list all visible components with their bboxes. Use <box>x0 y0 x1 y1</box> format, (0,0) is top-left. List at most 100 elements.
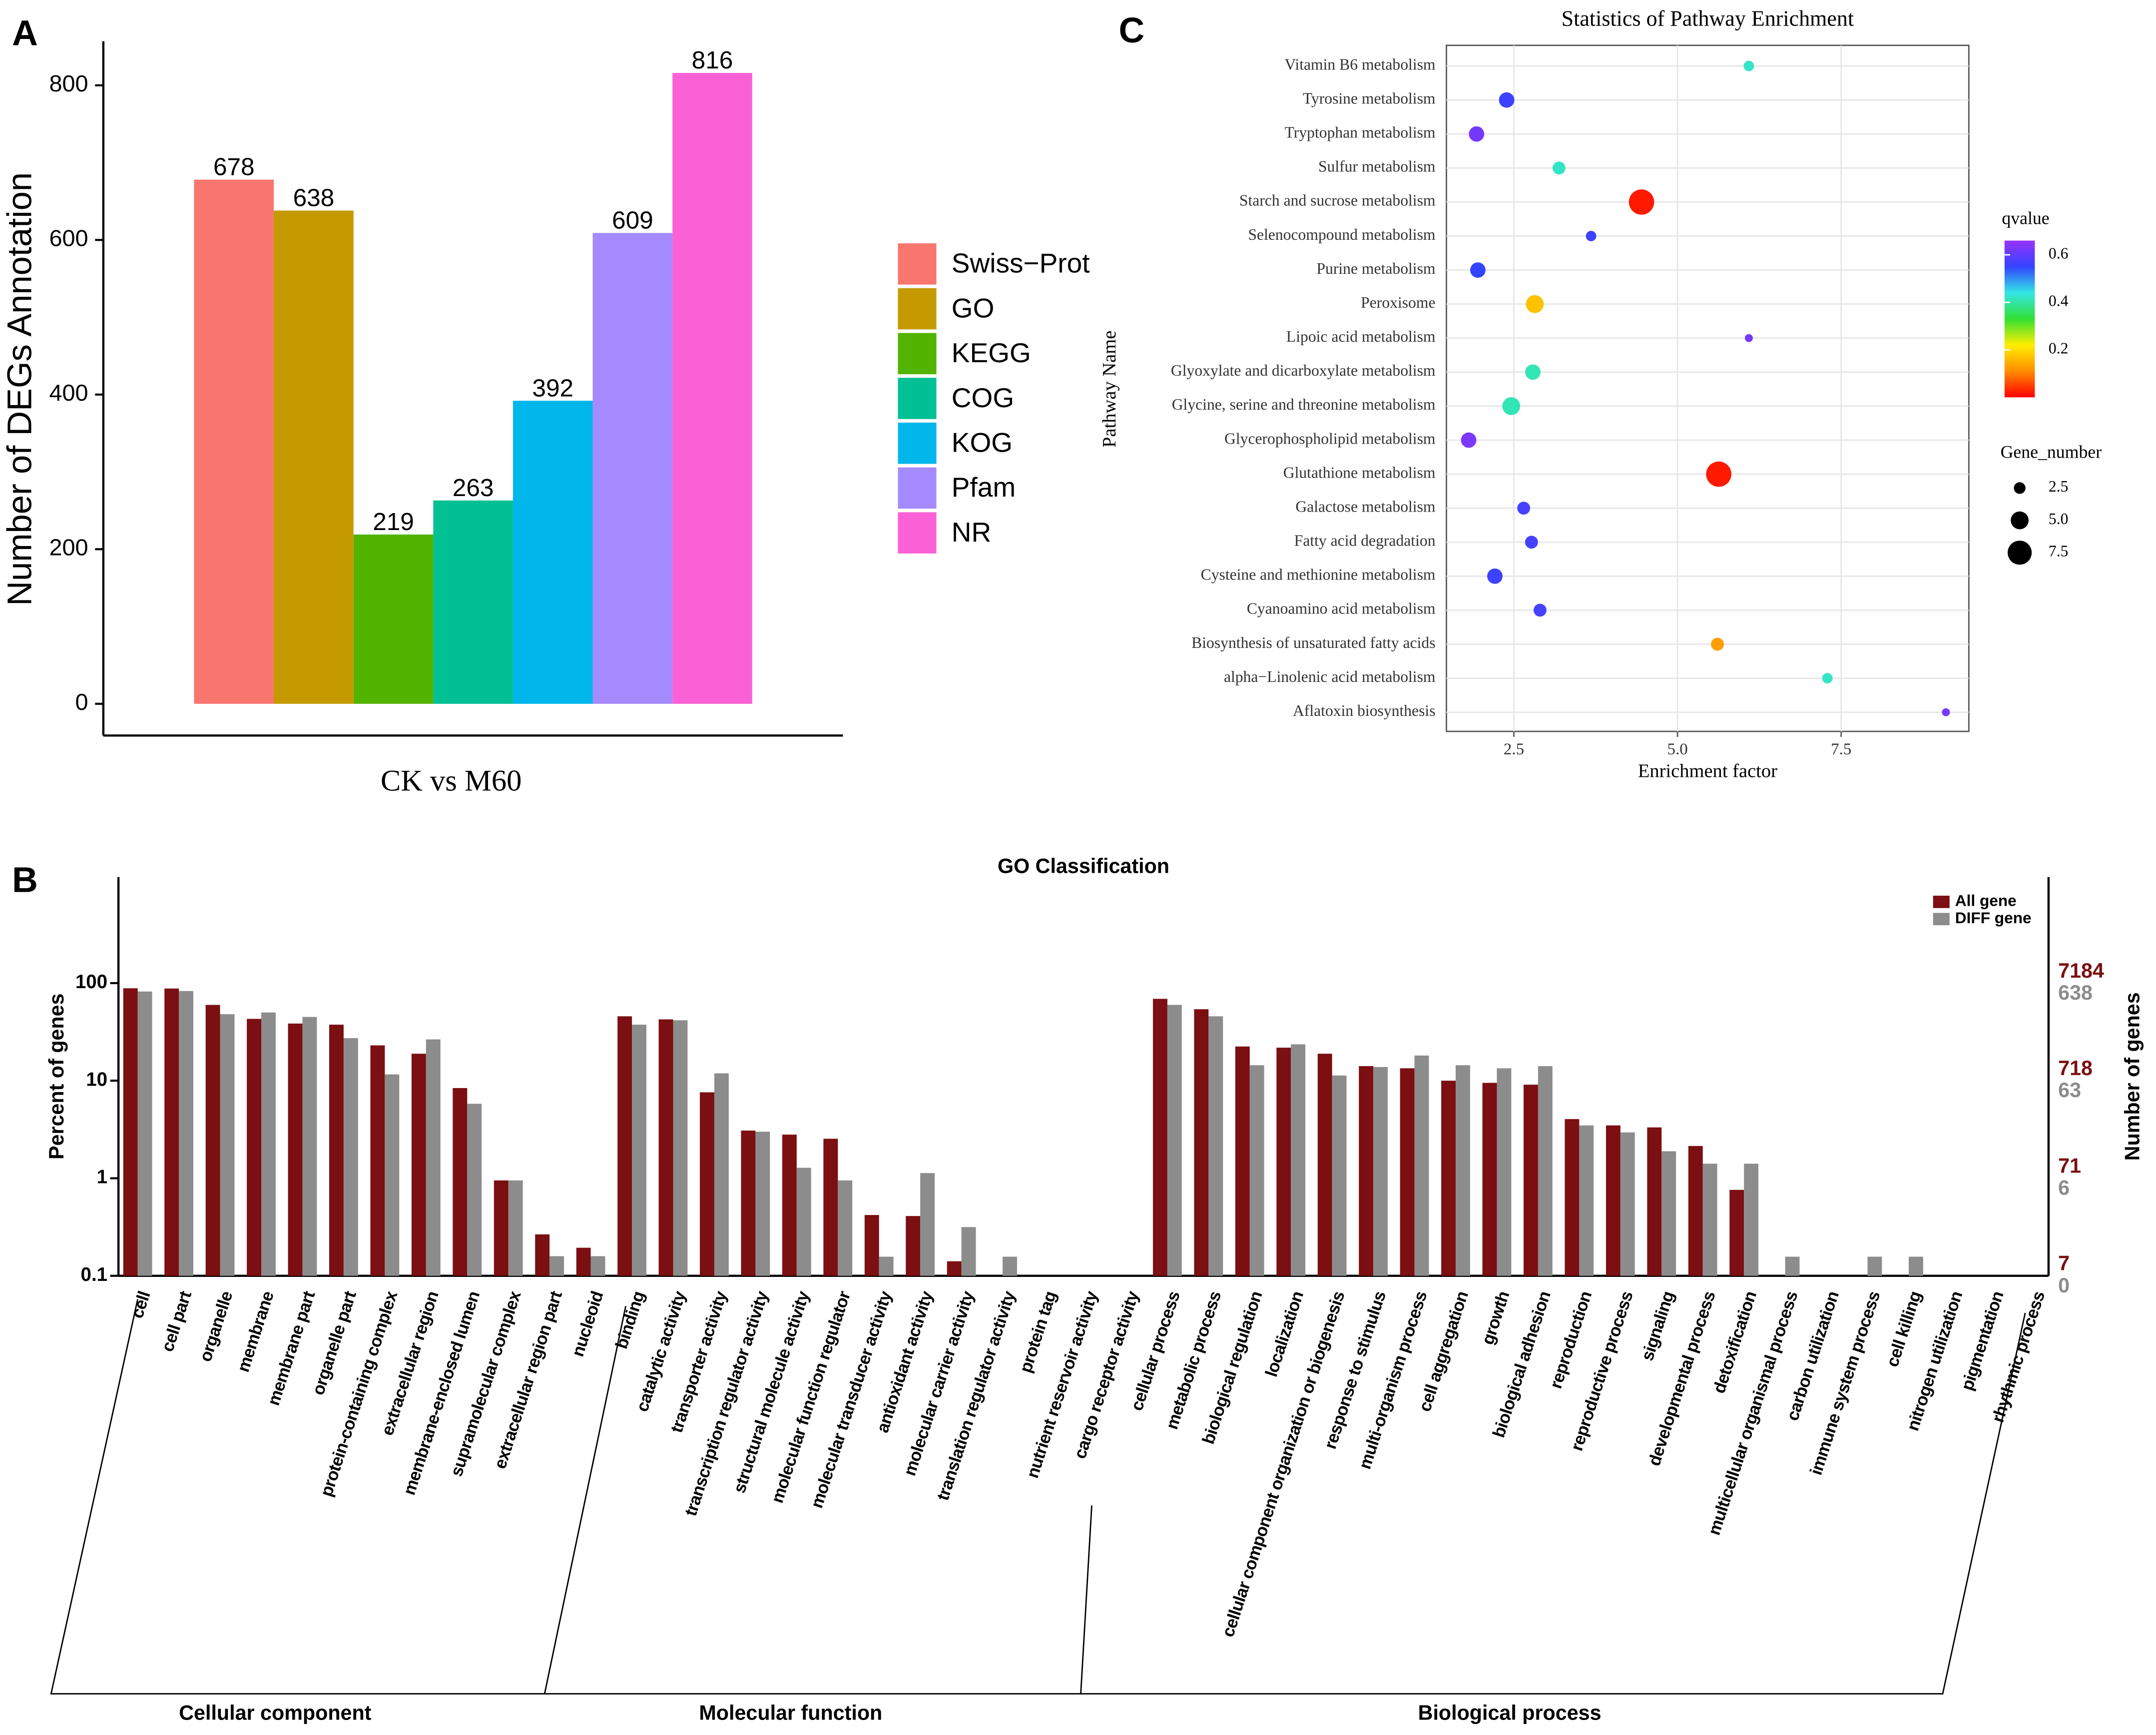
legend-label: COG <box>952 382 1014 413</box>
y2-tick-label: 718 <box>2058 1057 2093 1080</box>
y2-tick-label: 63 <box>2058 1079 2081 1102</box>
bar <box>1538 1066 1553 1276</box>
legend-label: DIFF gene <box>1955 909 2032 927</box>
bar <box>453 1088 468 1276</box>
bar <box>411 1054 426 1276</box>
bar <box>220 1014 235 1276</box>
y-tick-label: Fatty acid degradation <box>1294 532 1436 550</box>
bar <box>343 1038 358 1276</box>
x-tick-label: protein tag <box>1016 1289 1060 1375</box>
bar <box>782 1135 797 1276</box>
bubble <box>1517 502 1531 515</box>
value-label: 219 <box>373 508 414 536</box>
bar <box>714 1073 729 1276</box>
bar <box>700 1092 714 1276</box>
bubble <box>1533 603 1547 617</box>
size-key <box>2011 511 2029 530</box>
y-tick-label: Galactose metabolism <box>1295 498 1436 515</box>
group-label: Cellular component <box>179 1702 371 1725</box>
legend-swatch <box>898 467 937 509</box>
bar <box>864 1215 879 1276</box>
x-tick-label: pigmentation <box>1958 1289 2008 1393</box>
legend-swatch <box>1933 913 1950 926</box>
bar <box>592 233 673 704</box>
y-tick-label: 0.1 <box>81 1264 108 1285</box>
x-tick-label: organelle <box>196 1289 236 1364</box>
bar <box>590 1256 605 1276</box>
y-tick-label: 100 <box>75 971 107 993</box>
bubble <box>1525 536 1538 549</box>
y2-tick-label: 6 <box>2058 1176 2070 1199</box>
legend-label: Pfam <box>952 472 1016 503</box>
bar <box>370 1045 385 1276</box>
y-tick-label: 10 <box>86 1069 107 1090</box>
bar <box>1359 1066 1374 1276</box>
bar <box>329 1025 344 1276</box>
y2-tick-label: 7184 <box>2058 959 2104 982</box>
bar <box>1208 1016 1223 1276</box>
x-tick-label: reproduction <box>1547 1289 1596 1391</box>
bubble <box>1502 397 1521 415</box>
bubble <box>1499 92 1515 108</box>
chart-title: Statistics of Pathway Enrichment <box>1562 6 1854 30</box>
value-label: 816 <box>692 46 733 74</box>
x-tick-label: molecular function regulator <box>768 1289 854 1505</box>
bar <box>1497 1068 1512 1276</box>
y2-axis-label: Number of genes <box>2121 992 2144 1160</box>
x-axis-label: Enrichment factor <box>1638 760 1777 781</box>
bar <box>353 534 434 704</box>
bar <box>385 1074 400 1276</box>
bar <box>1702 1163 1717 1276</box>
x-tick-label: membrane-enclosed lumen <box>400 1289 484 1497</box>
bubble <box>1461 432 1477 448</box>
bar <box>1620 1132 1635 1276</box>
color-tick-label: 0.2 <box>2049 340 2069 357</box>
bar <box>906 1216 921 1276</box>
x-tick-label: signaling <box>1638 1289 1678 1363</box>
y-tick-label: Starch and sucrose metabolism <box>1239 192 1436 209</box>
bar <box>1744 1163 1759 1276</box>
y-tick-label: Aflatoxin biosynthesis <box>1293 702 1436 719</box>
bar <box>1647 1127 1662 1276</box>
y-tick-label: 1 <box>97 1166 107 1188</box>
bar <box>494 1180 509 1276</box>
bar <box>247 1019 261 1276</box>
y-tick-label: 600 <box>49 225 88 251</box>
bar <box>1249 1065 1264 1276</box>
legend-swatch <box>898 512 937 554</box>
bar <box>508 1180 523 1276</box>
y2-tick-label: 71 <box>2058 1154 2081 1177</box>
y-tick-label: Cyanoamino acid metabolism <box>1247 600 1436 617</box>
panel-label: A <box>12 13 38 53</box>
bar <box>879 1256 894 1276</box>
x-axis-label: CK vs M60 <box>381 764 522 798</box>
bar <box>1908 1256 1923 1276</box>
y-tick-label: Lipoic acid metabolism <box>1286 328 1436 345</box>
bar <box>673 1020 688 1276</box>
y-tick-label: Glutathione metabolism <box>1283 464 1436 481</box>
bubble <box>1586 231 1597 241</box>
y-axis-label: Pathway Name <box>1099 331 1120 448</box>
legend-swatch <box>898 333 937 375</box>
bar <box>838 1180 853 1276</box>
color-tick-label: 0.4 <box>2049 292 2069 309</box>
bubble <box>1552 161 1566 175</box>
y2-tick-label: 7 <box>2058 1252 2070 1275</box>
value-label: 609 <box>612 206 653 234</box>
group-bracket <box>50 1299 2026 1695</box>
group-bracket <box>1080 1505 1092 1694</box>
bar <box>947 1261 962 1276</box>
bar <box>164 988 179 1276</box>
bar <box>755 1132 770 1276</box>
bar <box>1606 1125 1620 1276</box>
bar <box>433 500 513 704</box>
bar <box>920 1173 935 1276</box>
x-tick-label: membrane <box>234 1289 278 1374</box>
bar <box>1441 1081 1456 1276</box>
bubble <box>1744 334 1753 342</box>
bar <box>672 73 752 704</box>
bubble <box>1711 637 1724 651</box>
value-label: 263 <box>453 474 494 502</box>
y-tick-label: 400 <box>49 380 88 406</box>
